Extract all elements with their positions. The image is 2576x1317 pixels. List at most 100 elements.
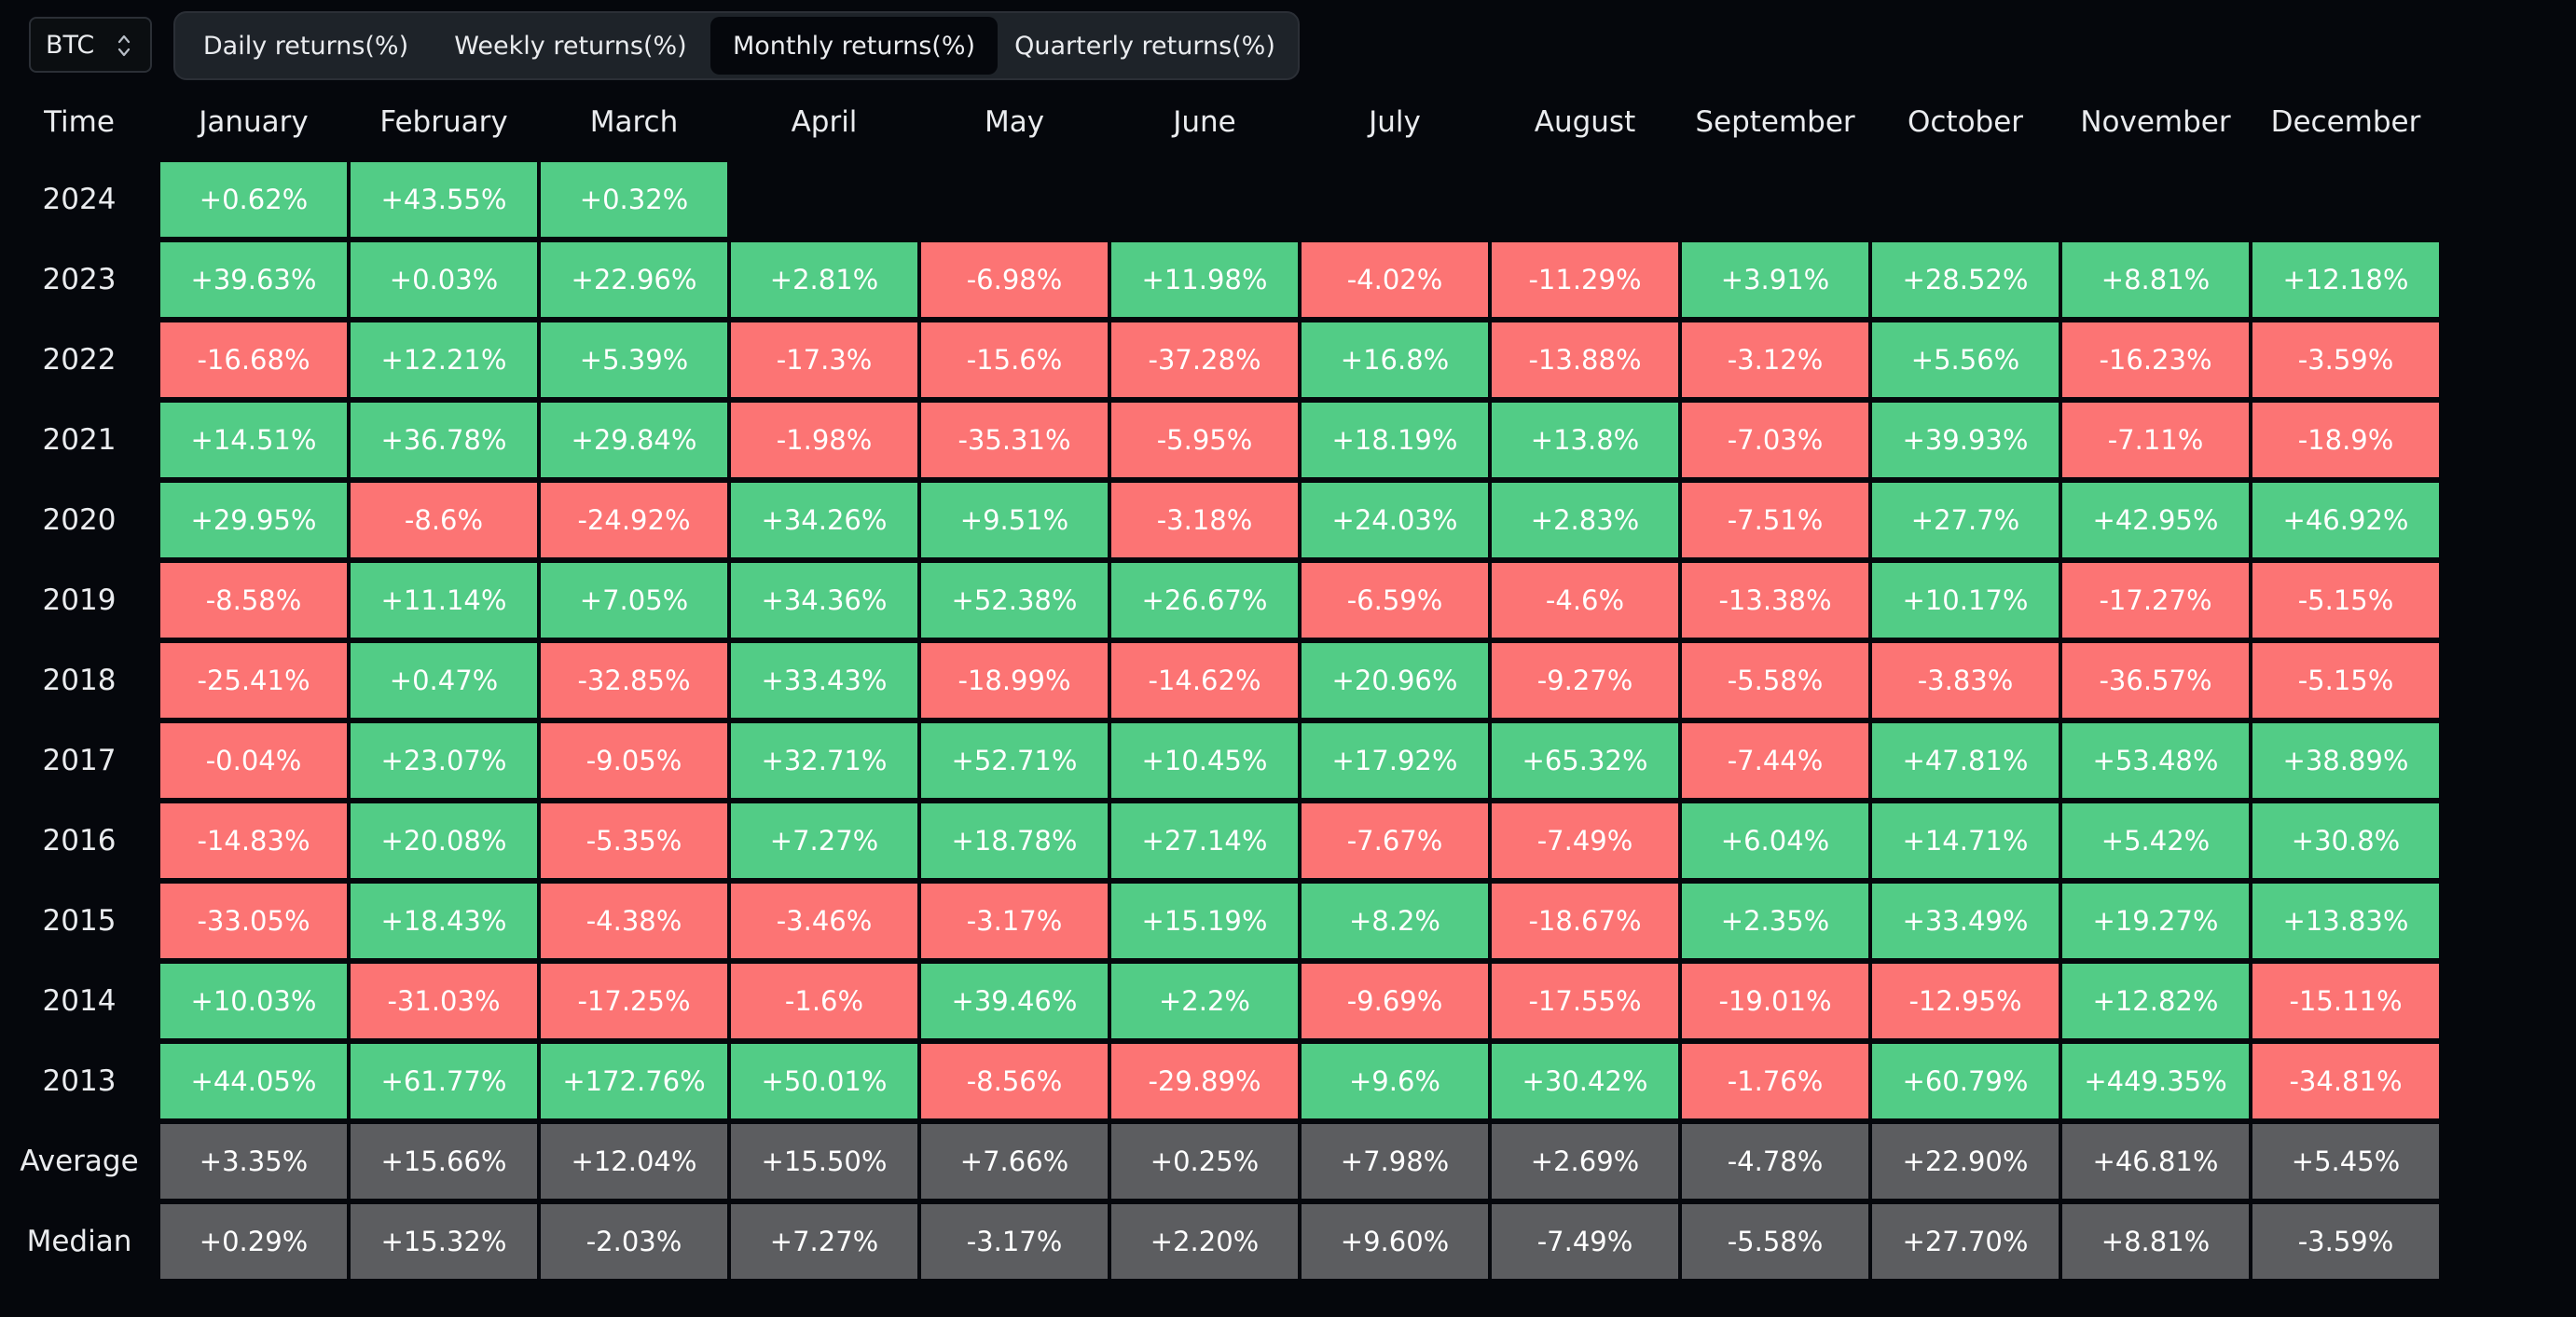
return-cell: +8.81%: [2062, 242, 2249, 317]
return-cell: -18.67%: [1492, 884, 1678, 958]
summary-cell: +12.04%: [541, 1124, 727, 1199]
summary-row: Median +0.29% +15.32% -2.03% +7.27% -3.17% +2.…: [0, 1204, 2443, 1284]
tab-weekly-returns[interactable]: Weekly returns(%): [454, 31, 687, 61]
return-cell: +33.49%: [1872, 884, 2059, 958]
return-cell: -3.46%: [731, 884, 917, 958]
return-cell: +20.08%: [351, 803, 537, 878]
return-cell: -5.35%: [541, 803, 727, 878]
return-cell: +36.78%: [351, 403, 537, 477]
summary-cell: -3.17%: [921, 1204, 1108, 1279]
return-cell: -14.62%: [1111, 643, 1298, 718]
return-cell: +16.8%: [1302, 322, 1488, 397]
summary-cell: +15.66%: [351, 1124, 537, 1199]
return-cell: -5.95%: [1111, 403, 1298, 477]
return-cell: +12.21%: [351, 322, 537, 397]
return-cell: +33.43%: [731, 643, 917, 718]
return-cell: +0.32%: [541, 162, 727, 237]
return-cell: -4.02%: [1302, 242, 1488, 317]
year-label: 2013: [42, 1064, 117, 1098]
return-cell: +5.42%: [2062, 803, 2249, 878]
summary-cell: +0.25%: [1111, 1124, 1298, 1199]
column-header-month: June: [1173, 105, 1236, 139]
return-cell: -1.6%: [731, 964, 917, 1038]
column-header-month: March: [589, 105, 679, 139]
return-cell: +0.03%: [351, 242, 537, 317]
return-cell: +30.42%: [1492, 1044, 1678, 1118]
year-label: 2017: [42, 744, 117, 777]
return-cell: -6.98%: [921, 242, 1108, 317]
summary-cell: +9.60%: [1302, 1204, 1488, 1279]
return-cell: -3.83%: [1872, 643, 2059, 718]
column-header-month: October: [1907, 105, 2024, 139]
return-cell: -31.03%: [351, 964, 537, 1038]
return-cell: +13.83%: [2252, 884, 2439, 958]
summary-cell: +7.27%: [731, 1204, 917, 1279]
summary-cell: +0.29%: [160, 1204, 347, 1279]
return-cell: -3.18%: [1111, 483, 1298, 557]
column-header-month: January: [199, 105, 309, 139]
year-row: 2022 -16.68% +12.21% +5.39% -17.3% -15.6% -37.…: [0, 322, 2443, 403]
tab-daily-returns[interactable]: Daily returns(%): [202, 31, 409, 61]
return-cell: +5.56%: [1872, 322, 2059, 397]
return-cell: +172.76%: [541, 1044, 727, 1118]
return-cell: -17.55%: [1492, 964, 1678, 1038]
return-cell: -7.03%: [1682, 403, 1868, 477]
year-row: 2019 -8.58% +11.14% +7.05% +34.36% +52.38% +26…: [0, 563, 2443, 643]
summary-cell: -4.78%: [1682, 1124, 1868, 1199]
return-cell: +65.32%: [1492, 723, 1678, 798]
return-cell: -17.3%: [731, 322, 917, 397]
return-cell: +18.19%: [1302, 403, 1488, 477]
year-row: 2020 +29.95% -8.6% -24.92% +34.26% +9.51% -3.1…: [0, 483, 2443, 563]
return-cell: -35.31%: [921, 403, 1108, 477]
year-row: 2015 -33.05% +18.43% -4.38% -3.46% -3.17% +15.…: [0, 884, 2443, 964]
tab-quarterly-returns[interactable]: Quarterly returns(%): [1014, 31, 1275, 61]
return-cell: +13.8%: [1492, 403, 1678, 477]
return-cell: +18.43%: [351, 884, 537, 958]
return-cell: +32.71%: [731, 723, 917, 798]
return-cell: -3.59%: [2252, 322, 2439, 397]
year-label: 2014: [42, 984, 117, 1018]
year-label: 2024: [42, 183, 117, 216]
return-cell: +26.67%: [1111, 563, 1298, 638]
return-period-tabs: Daily returns(%) Weekly returns(%) Month…: [173, 11, 1300, 80]
summary-cell: +7.66%: [921, 1124, 1108, 1199]
return-cell: +7.27%: [731, 803, 917, 878]
return-cell: -5.15%: [2252, 643, 2439, 718]
return-cell: -32.85%: [541, 643, 727, 718]
return-cell: -17.25%: [541, 964, 727, 1038]
return-cell: +12.18%: [2252, 242, 2439, 317]
return-cell: -19.01%: [1682, 964, 1868, 1038]
summary-cell: -5.58%: [1682, 1204, 1868, 1279]
return-cell: -36.57%: [2062, 643, 2249, 718]
return-cell: -14.83%: [160, 803, 347, 878]
return-cell: +43.55%: [351, 162, 537, 237]
return-cell: -5.58%: [1682, 643, 1868, 718]
return-cell: +27.7%: [1872, 483, 2059, 557]
return-cell: +52.71%: [921, 723, 1108, 798]
return-cell: +34.36%: [731, 563, 917, 638]
return-cell: +60.79%: [1872, 1044, 2059, 1118]
asset-select[interactable]: BTC: [29, 17, 152, 73]
year-row: 2017 -0.04% +23.07% -9.05% +32.71% +52.71% +10…: [0, 723, 2443, 803]
return-cell: +61.77%: [351, 1044, 537, 1118]
return-cell: +39.93%: [1872, 403, 2059, 477]
year-row: 2014 +10.03% -31.03% -17.25% -1.6% +39.46% +2.…: [0, 964, 2443, 1044]
year-label: 2019: [42, 583, 117, 617]
return-cell: +24.03%: [1302, 483, 1488, 557]
year-row: 2013 +44.05% +61.77% +172.76% +50.01% -8.56% -…: [0, 1044, 2443, 1124]
summary-cell: +46.81%: [2062, 1124, 2249, 1199]
return-cell: -7.51%: [1682, 483, 1868, 557]
return-cell: +34.26%: [731, 483, 917, 557]
chevron-up-down-icon: [117, 34, 131, 57]
return-cell: +29.95%: [160, 483, 347, 557]
year-label: 2016: [42, 824, 117, 857]
return-cell: +11.98%: [1111, 242, 1298, 317]
return-cell: +30.8%: [2252, 803, 2439, 878]
return-cell: +9.51%: [921, 483, 1108, 557]
return-cell: +14.71%: [1872, 803, 2059, 878]
return-cell: -12.95%: [1872, 964, 2059, 1038]
tab-monthly-returns[interactable]: Monthly returns(%): [710, 17, 998, 75]
return-cell: +23.07%: [351, 723, 537, 798]
return-cell: +10.45%: [1111, 723, 1298, 798]
summary-cell: -2.03%: [541, 1204, 727, 1279]
